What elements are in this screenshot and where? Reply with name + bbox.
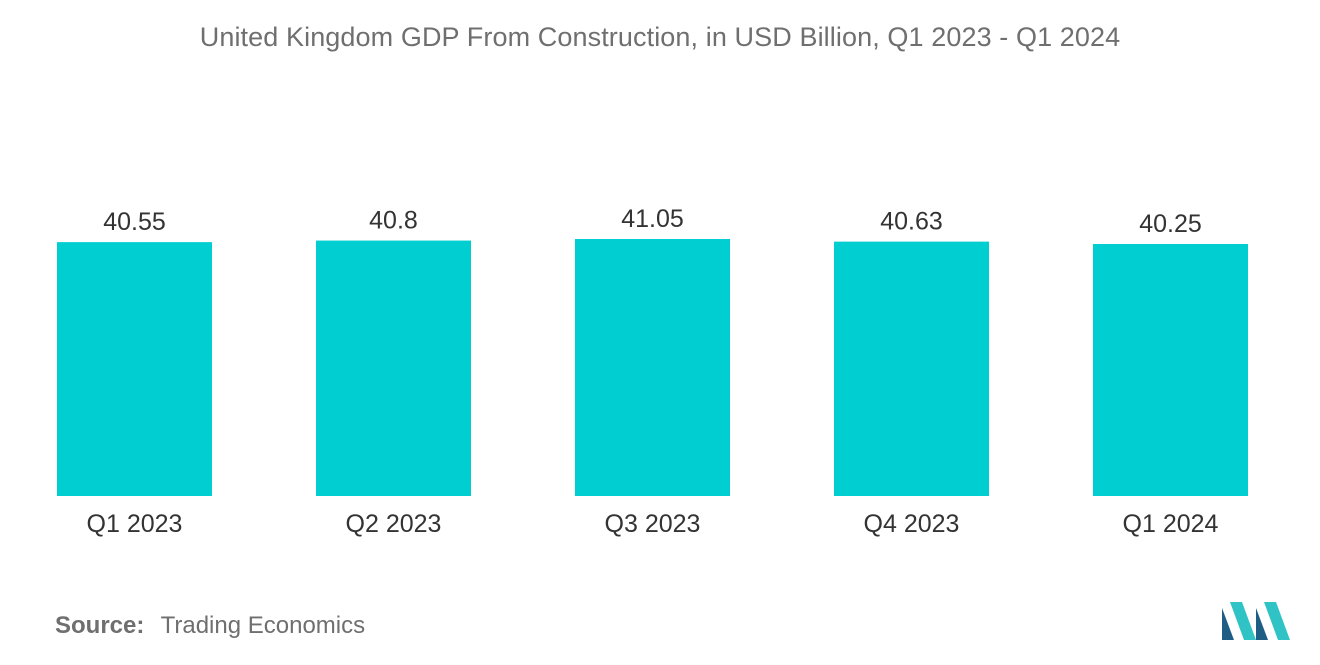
value-label: 40.25 <box>1139 210 1202 238</box>
source-label: Source: <box>55 612 145 639</box>
category-label: Q4 2023 <box>864 510 960 538</box>
value-label: 40.63 <box>880 208 943 236</box>
bar-q1-2023 <box>57 242 212 496</box>
category-label: Q3 2023 <box>605 510 701 538</box>
value-label: 40.55 <box>103 208 166 236</box>
source-value: Trading Economics <box>160 612 366 639</box>
source-note: Source: Trading Economics <box>55 612 365 640</box>
chart-title: United Kingdom GDP From Construction, in… <box>199 22 1121 52</box>
bar-q1-2024 <box>1093 244 1248 496</box>
category-label: Q1 2024 <box>1123 510 1219 538</box>
bar-q3-2023 <box>575 239 730 496</box>
mordor-intelligence-logo-icon <box>1222 602 1290 640</box>
value-label: 40.8 <box>369 207 418 235</box>
category-label: Q1 2023 <box>87 510 183 538</box>
bar-q4-2023 <box>834 241 989 496</box>
category-label: Q2 2023 <box>346 510 442 538</box>
bar-q2-2023 <box>316 240 471 496</box>
value-label: 41.05 <box>621 205 684 233</box>
